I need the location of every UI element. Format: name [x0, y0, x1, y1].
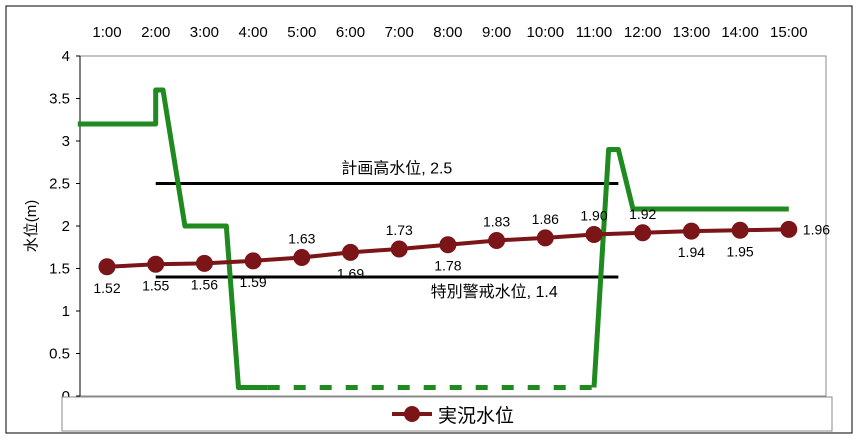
x-tick-label: 4:00 — [238, 24, 267, 41]
x-tick-label: 5:00 — [287, 24, 316, 41]
data-point — [390, 240, 408, 258]
x-tick-label: 11:00 — [576, 24, 612, 41]
green-line-segment — [77, 87, 268, 390]
green-line-segment — [591, 147, 789, 388]
data-label: 1.83 — [483, 213, 510, 229]
data-label: 1.90 — [580, 208, 607, 224]
data-point — [244, 252, 262, 270]
y-tick-label: 2 — [62, 218, 70, 235]
data-point — [98, 258, 116, 276]
y-tick-label: 4 — [62, 48, 70, 65]
x-tick-label: 14:00 — [721, 24, 759, 41]
data-label: 1.69 — [337, 265, 364, 281]
x-tick-label: 2:00 — [141, 24, 170, 41]
series-actual-water-level: 1.52 1.55 1.56 1.59 1.63 1.69 1.73 1.78 1.83 1.86… — [93, 206, 830, 296]
x-tick-label: 10:00 — [527, 24, 565, 41]
data-label: 1.92 — [629, 206, 656, 222]
data-label: 1.96 — [803, 221, 830, 237]
x-tick-label: 6:00 — [336, 24, 365, 41]
y-tick-label: 2.5 — [49, 176, 70, 193]
green-water-level-line — [77, 87, 789, 390]
reference-lines: 計画高水位, 2.5 特別警戒水位, 1.4 — [155, 160, 619, 301]
data-label: 1.56 — [191, 276, 218, 292]
data-label: 1.55 — [142, 277, 169, 293]
y-tick-label: 1.5 — [49, 261, 70, 278]
y-tick-label: 3 — [62, 133, 70, 150]
x-axis: 1:00 2:00 3:00 4:00 5:00 6:00 7:00 8:00 9:00 10:0… — [92, 24, 807, 41]
legend-marker — [404, 406, 420, 422]
x-tick-label: 12:00 — [624, 24, 662, 41]
y-tick-label: 3.5 — [49, 91, 70, 108]
data-point — [147, 255, 165, 273]
data-point — [731, 221, 749, 239]
data-point — [682, 222, 700, 240]
data-point — [585, 226, 603, 243]
data-label: 1.86 — [532, 211, 559, 227]
y-tick-label: 0.5 — [49, 346, 70, 363]
reference-line-label: 計画高水位, 2.5 — [341, 160, 452, 178]
x-tick-label: 8:00 — [433, 24, 462, 41]
data-point — [488, 231, 506, 249]
data-point — [439, 236, 457, 254]
x-tick-label: 15:00 — [770, 24, 808, 41]
legend-label: 実況水位 — [438, 405, 514, 427]
reference-line-label: 特別警戒水位, 1.4 — [431, 283, 558, 301]
y-tick-label: 1 — [62, 303, 70, 320]
y-axis: 00.511.522.533.54 — [49, 48, 81, 405]
x-tick-label: 1:00 — [92, 24, 121, 41]
data-label: 1.78 — [434, 258, 461, 274]
x-tick-label: 7:00 — [385, 24, 414, 41]
data-label: 1.59 — [239, 274, 266, 290]
data-point — [293, 248, 311, 266]
data-label: 1.73 — [386, 222, 413, 238]
y-axis-label: 水位(m) — [23, 200, 40, 253]
legend: 実況水位 — [61, 396, 833, 432]
data-point — [536, 229, 554, 247]
data-label: 1.94 — [678, 244, 705, 260]
data-point — [195, 254, 213, 272]
data-label: 1.95 — [726, 243, 753, 259]
data-point — [780, 220, 798, 238]
x-tick-label: 13:00 — [673, 24, 711, 41]
data-label: 1.63 — [288, 230, 315, 246]
x-tick-label: 9:00 — [482, 24, 511, 41]
x-tick-label: 3:00 — [190, 24, 219, 41]
data-label: 1.52 — [93, 280, 120, 296]
legend-box — [61, 396, 833, 432]
data-point — [342, 243, 359, 261]
data-point — [634, 224, 652, 242]
